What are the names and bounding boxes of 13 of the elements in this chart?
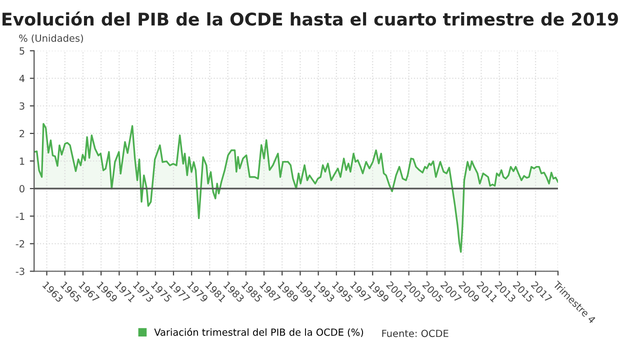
y-tick-label: 0	[20, 185, 24, 192]
source-note: Fuente: OCDE	[382, 330, 448, 338]
y-axis-title: % (Unidades)	[19, 34, 84, 44]
y-tick-label: 3	[20, 102, 24, 110]
legend-label: Variación trimestral del PIB de la OCDE (%)	[154, 328, 364, 338]
y-tick-label: 4	[19, 74, 25, 82]
y-tick-label: -3	[16, 268, 24, 276]
y-tick-label: 5	[20, 47, 24, 55]
y-tick-label: 2	[20, 130, 24, 138]
y-tick-label: -1	[16, 212, 24, 220]
chart-title: Evolución del PIB de la OCDE hasta el cuarto trimestre de 2019	[2, 12, 618, 26]
y-tick-label: 1	[20, 158, 24, 165]
y-tick-label: -2	[16, 240, 24, 248]
